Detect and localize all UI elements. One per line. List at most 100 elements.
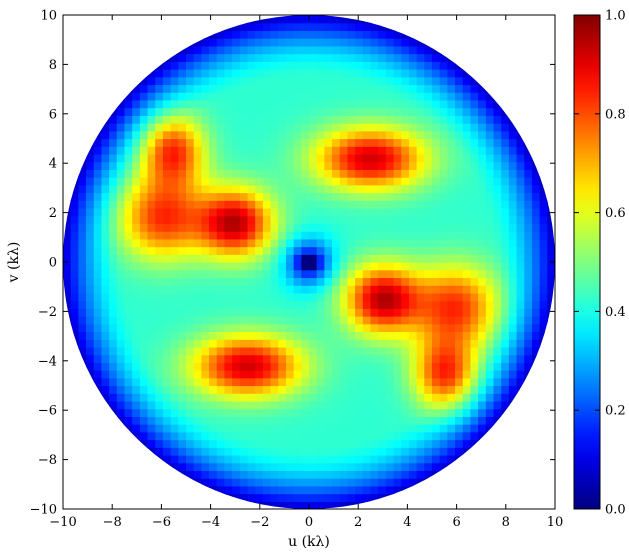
heatmap-cell <box>93 207 103 217</box>
heatmap-cell <box>447 215 456 225</box>
heatmap-cell <box>186 215 195 225</box>
heatmap-cell <box>178 45 187 55</box>
heatmap-cell <box>462 354 472 363</box>
heatmap-cell <box>186 470 195 479</box>
heatmap-cell <box>293 200 302 209</box>
heatmap-cell <box>63 254 72 263</box>
heatmap-cell <box>393 316 402 325</box>
heatmap-cell <box>293 485 302 495</box>
heatmap-cell <box>401 61 410 70</box>
heatmap-cell <box>132 192 141 201</box>
heatmap-cell <box>78 223 87 232</box>
heatmap-cell <box>385 38 395 47</box>
heatmap-cell <box>247 99 256 109</box>
heatmap-cell <box>524 292 533 302</box>
heatmap-cell <box>186 99 195 109</box>
heatmap-cell <box>539 354 548 363</box>
heatmap-cell <box>278 153 287 163</box>
heatmap-cell <box>362 246 372 255</box>
heatmap-cell <box>116 262 126 271</box>
heatmap-cell <box>455 184 464 194</box>
heatmap-cell <box>116 184 126 194</box>
heatmap-cell <box>439 184 448 194</box>
heatmap-cell <box>162 377 172 387</box>
heatmap-cell <box>455 254 464 263</box>
heatmap-cell <box>416 285 425 294</box>
heatmap-cell <box>124 184 133 194</box>
heatmap-cell <box>132 285 141 294</box>
heatmap-cell <box>447 431 456 441</box>
heatmap-cell <box>70 184 79 194</box>
heatmap-cell <box>485 153 495 163</box>
heatmap-cell <box>124 161 133 170</box>
heatmap-cell <box>424 99 433 109</box>
heatmap-cell <box>239 161 249 170</box>
heatmap-cell <box>478 339 487 348</box>
heatmap-cell <box>278 38 287 47</box>
heatmap-cell <box>316 107 325 116</box>
heatmap-cell <box>232 323 241 333</box>
x-tick-label: 0 <box>305 515 313 530</box>
heatmap-cell <box>439 370 448 379</box>
heatmap-cell <box>447 223 456 232</box>
heatmap-cell <box>70 292 79 302</box>
heatmap-cell <box>332 292 341 302</box>
heatmap-cell <box>216 316 226 325</box>
heatmap-cell <box>508 292 518 302</box>
heatmap-cell <box>247 362 256 371</box>
heatmap-cell <box>524 308 533 317</box>
heatmap-cell <box>116 215 126 225</box>
heatmap-cell <box>362 130 372 140</box>
heatmap-cell <box>439 92 448 101</box>
heatmap-cell <box>393 107 402 116</box>
heatmap-cell <box>178 277 187 286</box>
heatmap-cell <box>332 424 341 433</box>
heatmap-cell <box>170 354 179 363</box>
heatmap-cell <box>378 416 387 425</box>
heatmap-cell <box>93 138 103 147</box>
heatmap-cell <box>393 262 402 271</box>
heatmap-cell <box>362 30 372 39</box>
heatmap-cell <box>155 269 164 279</box>
heatmap-cell <box>101 354 110 363</box>
heatmap-cell <box>247 146 256 155</box>
heatmap-cell <box>232 362 241 371</box>
heatmap-cell <box>285 447 295 456</box>
heatmap-cell <box>101 277 110 286</box>
heatmap-cell <box>78 300 87 309</box>
heatmap-cell <box>309 200 318 209</box>
heatmap-cell <box>255 470 264 479</box>
heatmap-cell <box>408 192 418 201</box>
heatmap-cell <box>478 192 487 201</box>
y-tick-label: 8 <box>49 58 57 73</box>
heatmap-cell <box>424 130 433 140</box>
heatmap-cell <box>378 424 387 433</box>
heatmap-cell <box>501 200 510 209</box>
heatmap-cell <box>339 408 349 417</box>
heatmap-cell <box>524 346 533 356</box>
heatmap-cell <box>162 99 172 109</box>
heatmap-cell <box>524 262 533 271</box>
heatmap-cell <box>332 61 341 70</box>
heatmap-cell <box>478 138 487 147</box>
heatmap-cell <box>547 292 555 302</box>
heatmap-cell <box>355 22 364 32</box>
heatmap-cell <box>278 354 287 363</box>
heatmap-cell <box>224 400 233 410</box>
heatmap-cell <box>332 177 341 186</box>
heatmap-cell <box>347 238 356 248</box>
heatmap-cell <box>132 354 141 363</box>
heatmap-cell <box>455 346 464 356</box>
heatmap-cell <box>193 192 202 201</box>
heatmap-cell <box>293 61 302 70</box>
heatmap-cell <box>455 408 464 417</box>
heatmap-cell <box>155 92 164 101</box>
heatmap-cell <box>362 92 372 101</box>
heatmap-cell <box>439 439 448 448</box>
heatmap-cell <box>416 184 425 194</box>
heatmap-cell <box>455 323 464 333</box>
heatmap-cell <box>347 146 356 155</box>
heatmap-cell <box>201 69 210 78</box>
heatmap-cell <box>139 92 149 101</box>
heatmap-cell <box>201 207 210 217</box>
